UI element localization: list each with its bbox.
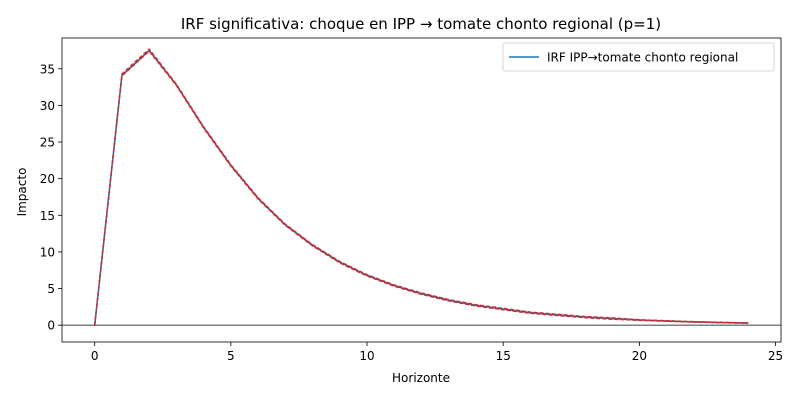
series-line-band-2 [94, 48, 749, 326]
legend-box [502, 42, 775, 72]
y-tick-label: 20 [40, 172, 55, 186]
x-axis-label: Horizonte [392, 371, 450, 385]
y-tick-label: 5 [47, 282, 55, 296]
plot-frame [61, 37, 782, 343]
y-tick-label: 0 [47, 319, 55, 333]
x-tick-label: 0 [91, 349, 99, 363]
x-tick-label: 5 [227, 349, 235, 363]
y-tick-label: 15 [40, 209, 55, 223]
series-line-band-1 [94, 50, 749, 326]
y-tick-label: 25 [40, 136, 55, 150]
y-axis: 0 5 10 15 20 25 30 35 [40, 62, 62, 333]
chart-title: IRF significativa: choque en IPP → tomat… [181, 15, 661, 33]
y-tick-label: 10 [40, 245, 55, 259]
y-axis-label: Impacto [15, 168, 29, 217]
y-tick-label: 35 [40, 62, 55, 76]
x-tick-label: 10 [359, 349, 374, 363]
y-tick-label: 30 [40, 99, 55, 113]
legend: IRF IPP→tomate chonto regional [502, 42, 775, 72]
series-line-irf [93, 49, 749, 326]
x-tick-label: 15 [496, 349, 511, 363]
x-tick-label: 25 [768, 349, 783, 363]
series-layer [93, 48, 749, 326]
x-axis: 0 5 10 15 20 25 [91, 342, 783, 363]
x-tick-label: 20 [632, 349, 647, 363]
legend-entry-irf: IRF IPP→tomate chonto regional [547, 51, 738, 65]
